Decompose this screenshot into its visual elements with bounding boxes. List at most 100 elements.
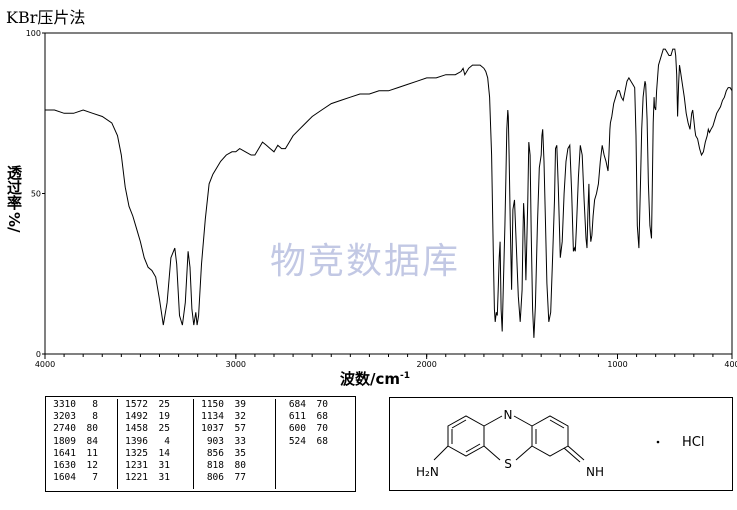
peak-table-row: 3310 8 — [46, 399, 117, 411]
peak-table-row: 1150 39 — [194, 399, 276, 411]
peak-wavenumber: 1641 — [53, 447, 76, 459]
watermark-text: 物竞数据库 — [270, 241, 461, 282]
peak-wavenumber: 3203 — [53, 411, 76, 423]
peak-table-row: 1572 25 — [118, 399, 194, 411]
y-axis-label: 透过率 %/ — [3, 165, 25, 233]
ring-nitrogen-label: N — [504, 408, 513, 422]
peak-table-row: 524 68 — [276, 436, 356, 448]
peak-transmittance: 19 — [158, 411, 170, 423]
y-axis-label-text: 透过率 — [5, 165, 23, 210]
peak-wavenumber: 611 — [288, 411, 306, 423]
structure-box: N S H₂N NH HCl — [389, 397, 733, 491]
peak-wavenumber: 3310 — [53, 399, 76, 410]
salt-label: HCl — [682, 435, 704, 450]
plot-frame — [44, 32, 733, 355]
bond-s-right — [515, 445, 533, 461]
peak-table-column: 3310 8 3203 8 2740 80 1809 84 1641 11 1630 12 1604 7 — [46, 399, 117, 489]
peak-wavenumber: 524 — [288, 435, 306, 447]
peak-transmittance: 80 — [86, 423, 98, 435]
peak-table-row: 1630 12 — [46, 460, 117, 472]
peak-wavenumber: 1150 — [201, 399, 224, 410]
method-label: KBr压片法 — [6, 8, 86, 27]
peak-wavenumber: 1572 — [125, 399, 148, 410]
peak-table-column: 684 70 611 68 600 70 524 68 — [275, 399, 356, 489]
peak-table-row: 684 70 — [276, 399, 356, 411]
peak-transmittance: 70 — [316, 423, 328, 435]
peak-table-column: 1150 39 1134 32 1037 57 903 33 856 35 818 80 806 77 — [193, 399, 276, 489]
peak-transmittance: 11 — [86, 447, 98, 459]
peak-transmittance: 35 — [234, 447, 246, 459]
peak-table-row: 806 77 — [194, 472, 276, 484]
peak-transmittance: 8 — [92, 399, 98, 410]
peak-table-row: 1604 7 — [46, 472, 117, 484]
peak-transmittance: 84 — [86, 435, 98, 447]
imine-double-bond — [567, 445, 585, 461]
peak-transmittance: 80 — [234, 460, 246, 472]
peak-table-row: 611 68 — [276, 411, 356, 423]
peak-transmittance: 31 — [158, 472, 170, 484]
peak-transmittance: 68 — [316, 411, 328, 423]
peak-transmittance: 39 — [234, 399, 246, 410]
peak-table-row: 1809 84 — [46, 436, 117, 448]
ring-sulfur-label: S — [504, 457, 512, 471]
y-tick-label: 100 — [26, 29, 41, 38]
peak-transmittance: 25 — [158, 423, 170, 435]
y-tick-label: 0 — [36, 350, 41, 359]
peak-wavenumber: 1325 — [125, 447, 148, 459]
peak-table-column: 1572 25 1492 19 1458 25 1396 4 1325 14 1231 31 1221 3… — [117, 399, 194, 489]
peak-transmittance: 33 — [234, 435, 246, 447]
peak-wavenumber: 1809 — [53, 435, 76, 447]
y-axis-unit: %/ — [5, 212, 23, 233]
peak-table-row: 3203 8 — [46, 411, 117, 423]
peak-transmittance: 57 — [234, 423, 246, 435]
x-axis-label-exponent: -1 — [400, 371, 411, 381]
peak-transmittance: 77 — [234, 472, 246, 484]
peak-wavenumber: 806 — [206, 472, 224, 484]
peak-table-row: 903 33 — [194, 436, 276, 448]
peak-table-row: 1492 19 — [118, 411, 194, 423]
peak-table-row: 1134 32 — [194, 411, 276, 423]
imine-double-bond — [563, 447, 581, 463]
peak-table-row: 600 70 — [276, 423, 356, 435]
amine-bond — [433, 445, 449, 461]
x-tick-label: 4000 — [35, 360, 55, 369]
right-quinoid-ring — [531, 415, 569, 457]
peak-transmittance: 4 — [164, 435, 170, 447]
ir-spectrum-chart: 0 50 100 4000 3000 2000 1000 400 — [26, 29, 737, 369]
peak-wavenumber: 1134 — [201, 411, 224, 423]
left-ring-double-bond — [451, 419, 467, 429]
peak-wavenumber: 600 — [288, 423, 306, 435]
peak-table-row: 856 35 — [194, 448, 276, 460]
bond-n-right — [513, 415, 533, 427]
peak-wavenumber: 684 — [288, 399, 306, 410]
peak-wavenumber: 1221 — [125, 472, 148, 484]
y-tick-label: 50 — [31, 190, 41, 199]
x-axis-label: 波数/cm-1 — [340, 368, 410, 389]
peak-table-row: 1325 14 — [118, 448, 194, 460]
peak-table-row: 1231 31 — [118, 460, 194, 472]
peak-wavenumber: 1037 — [201, 423, 224, 435]
peak-table: 3310 8 3203 8 2740 80 1809 84 1641 11 1630 12 1604 7 1… — [45, 396, 356, 492]
peak-wavenumber: 818 — [206, 460, 224, 472]
peak-wavenumber: 1492 — [125, 411, 148, 423]
peak-wavenumber: 1231 — [125, 460, 148, 472]
peak-wavenumber: 903 — [206, 435, 224, 447]
peak-transmittance: 25 — [158, 399, 170, 410]
x-axis-label-text: 波数/cm — [340, 370, 401, 388]
peak-transmittance: 31 — [158, 460, 170, 472]
peak-table-row: 2740 80 — [46, 423, 117, 435]
peak-transmittance: 32 — [234, 411, 246, 423]
peak-transmittance: 12 — [86, 460, 98, 472]
peak-transmittance: 7 — [92, 472, 98, 484]
peak-transmittance: 14 — [158, 447, 170, 459]
peak-wavenumber: 1604 — [53, 472, 76, 484]
peak-table-row: 1641 11 — [46, 448, 117, 460]
peak-table-row: 1221 31 — [118, 472, 194, 484]
bond-n-left — [483, 415, 503, 427]
peak-wavenumber: 1396 — [125, 435, 148, 447]
peak-transmittance: 8 — [92, 411, 98, 423]
left-ring-double-bond — [465, 443, 481, 453]
bond-s-left — [483, 445, 501, 461]
imine-label: NH — [586, 465, 604, 479]
peak-wavenumber: 856 — [206, 447, 224, 459]
